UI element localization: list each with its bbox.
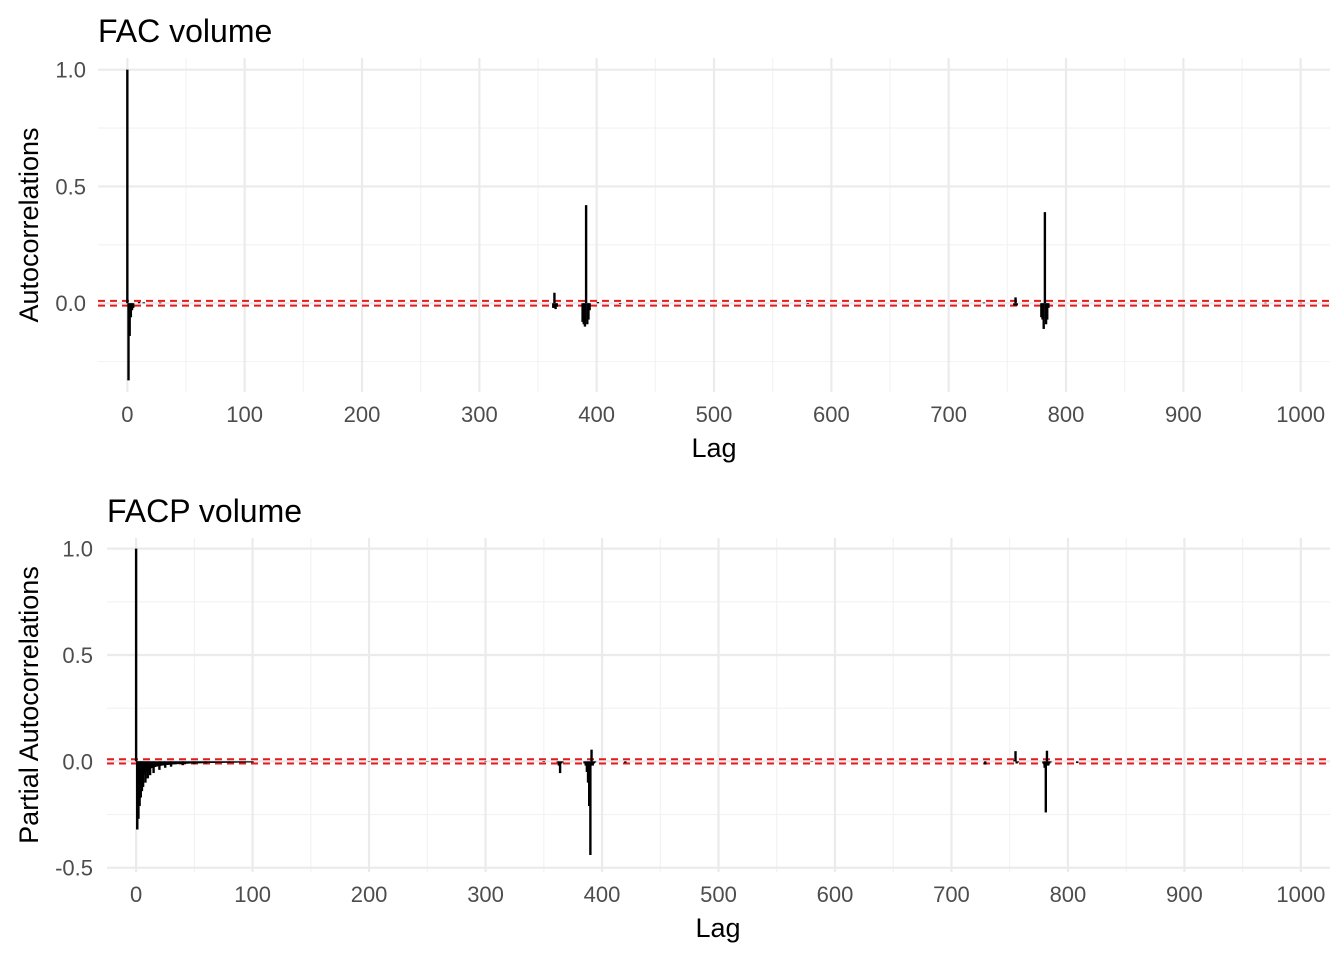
fac-x-tick-900: 900 <box>1165 402 1202 427</box>
facp-y-tick-1: 0.0 <box>62 749 93 774</box>
facp-x-tick-200: 200 <box>351 882 388 907</box>
facp-x-tick-800: 800 <box>1050 882 1087 907</box>
fac-x-tick-700: 700 <box>930 402 967 427</box>
fac-grid <box>98 58 1330 392</box>
facp-y-tick-0: -0.5 <box>55 856 93 881</box>
fac-x-tick-200: 200 <box>344 402 381 427</box>
facp-x-tick-labels: 0 100 200 300 400 500 600 700 800 900 1000 <box>130 882 1325 907</box>
fac-x-tick-300: 300 <box>461 402 498 427</box>
facp-y-tick-3: 1.0 <box>62 537 93 562</box>
facp-bars <box>134 548 1303 855</box>
fac-y-axis-title: Autocorrelations <box>14 127 44 322</box>
facp-y-tick-labels: -0.5 0.0 0.5 1.0 <box>55 537 93 881</box>
facp-x-tick-600: 600 <box>817 882 854 907</box>
fac-x-tick-800: 800 <box>1048 402 1085 427</box>
fac-y-tick-2: 1.0 <box>55 58 86 83</box>
facp-title: FACP volume <box>107 493 302 529</box>
facp-x-tick-0: 0 <box>130 882 142 907</box>
facp-x-tick-300: 300 <box>467 882 504 907</box>
facp-y-tick-2: 0.5 <box>62 643 93 668</box>
fac-x-tick-400: 400 <box>578 402 615 427</box>
fac-x-tick-labels: 0 100 200 300 400 500 600 700 800 900 1000 <box>121 402 1325 427</box>
fac-confidence-bounds <box>98 299 1330 307</box>
facp-x-tick-100: 100 <box>234 882 271 907</box>
facp-panel: FACP volume 0 100 200 300 400 500 600 700 800 900… <box>14 493 1330 943</box>
facp-x-tick-1000: 1000 <box>1276 882 1325 907</box>
facp-grid <box>107 538 1330 872</box>
fac-x-tick-0: 0 <box>121 402 133 427</box>
fac-title: FAC volume <box>98 13 272 49</box>
fac-bars <box>126 69 1302 381</box>
fac-x-axis-title: Lag <box>691 433 736 463</box>
fac-x-tick-500: 500 <box>696 402 733 427</box>
facp-x-tick-900: 900 <box>1166 882 1203 907</box>
fac-panel: FAC volume 0 100 200 300 400 500 600 700 800 900 1… <box>14 13 1330 463</box>
facp-x-axis-title: Lag <box>695 913 740 943</box>
facp-x-tick-500: 500 <box>700 882 737 907</box>
fac-x-tick-100: 100 <box>226 402 263 427</box>
fac-y-tick-labels: 0.0 0.5 1.0 <box>55 58 86 317</box>
fac-y-tick-0: 0.0 <box>55 291 86 316</box>
facp-x-tick-700: 700 <box>933 882 970 907</box>
facp-x-tick-400: 400 <box>584 882 621 907</box>
fac-x-tick-1000: 1000 <box>1276 402 1325 427</box>
facp-y-axis-title: Partial Autocorrelations <box>14 566 44 844</box>
fac-x-tick-600: 600 <box>813 402 850 427</box>
fac-y-tick-1: 0.5 <box>55 174 86 199</box>
